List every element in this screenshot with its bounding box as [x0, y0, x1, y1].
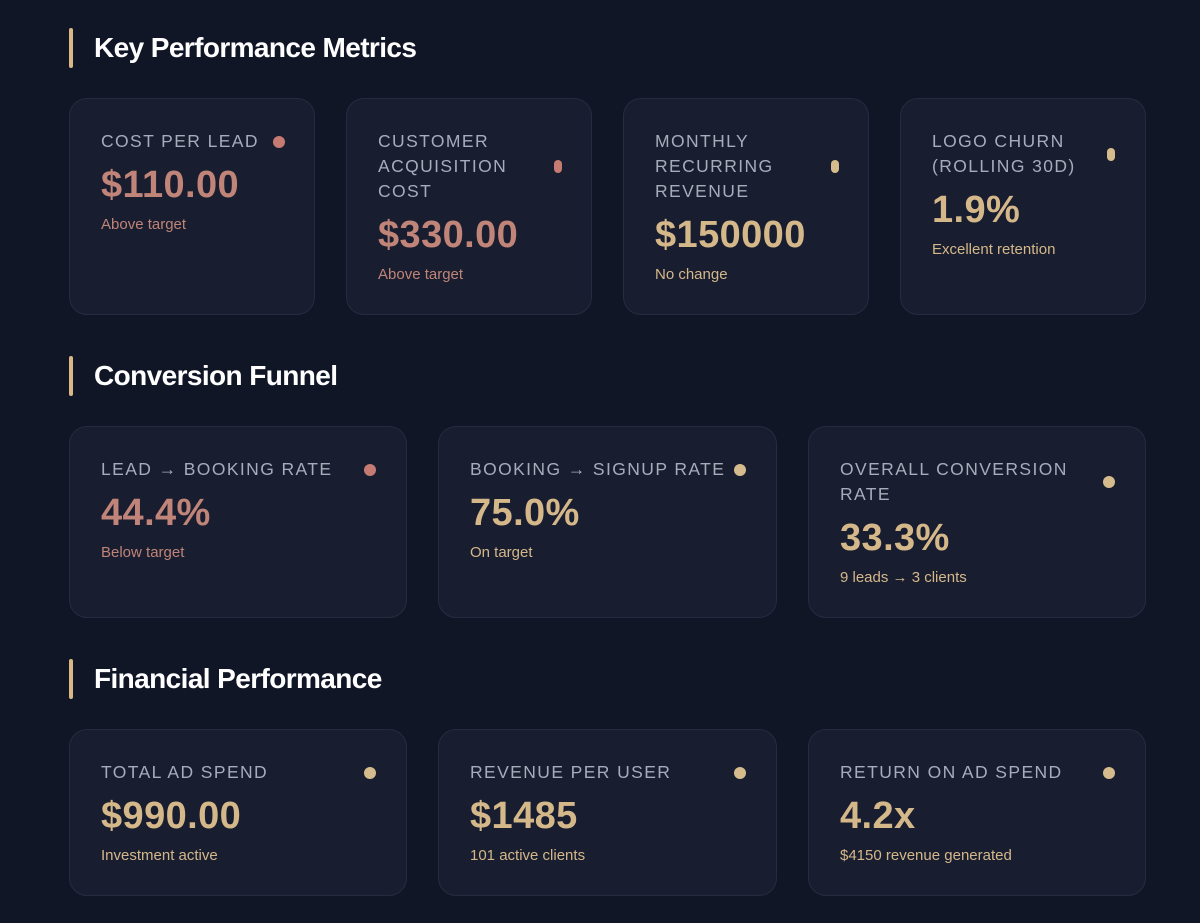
- funnel-card-lead-booking-rate: LEAD → BOOKING RATE 44.4% Below target: [69, 426, 407, 618]
- financial-card-total-ad-spend: TOTAL AD SPEND $990.00 Investment active: [69, 729, 407, 896]
- section-title-funnel: Conversion Funnel: [94, 360, 338, 391]
- metric-value: $110.00: [101, 164, 240, 206]
- status-dot-icon: [1103, 767, 1115, 779]
- section-accent-bar: [69, 28, 73, 68]
- status-dot-icon: [364, 464, 376, 476]
- metric-subtext: 101 active clients: [470, 847, 586, 864]
- section-title-kpi: Key Performance Metrics: [94, 32, 417, 63]
- metric-value: 75.0%: [470, 492, 580, 534]
- metric-subtext: No change: [655, 266, 728, 283]
- kpi-card-logo-churn: LOGO CHURN (ROLLING 30D) 1.9% Excellent …: [900, 98, 1146, 315]
- metric-subtext: $4150 revenue generated: [840, 847, 1012, 864]
- metric-subtext: On target: [470, 544, 533, 561]
- kpi-card-cost-per-lead: COST PER LEAD $110.00 Above target: [69, 98, 315, 315]
- status-dot-icon: [734, 464, 746, 476]
- metric-label: LEAD → BOOKING RATE: [101, 459, 333, 479]
- financial-card-revenue-per-user: REVENUE PER USER $1485 101 active client…: [438, 729, 777, 896]
- metric-label: MONTHLY RECURRING REVENUE: [655, 131, 774, 201]
- section-header-financial: Financial Performance: [69, 659, 382, 699]
- kpi-card-customer-acquisition-cost: CUSTOMER ACQUISITION COST $330.00 Above …: [346, 98, 592, 315]
- metric-subtext: 9 leads → 3 clients: [840, 569, 967, 586]
- metric-label: BOOKING → SIGNUP RATE: [470, 459, 726, 479]
- metric-subtext: Above target: [378, 266, 464, 283]
- metric-value: $1485: [470, 795, 578, 837]
- status-dot-icon: [1103, 476, 1115, 488]
- metric-label: TOTAL AD SPEND: [101, 762, 269, 782]
- metric-value: $150000: [655, 214, 806, 256]
- metric-value: 44.4%: [101, 492, 211, 534]
- section-header-kpi: Key Performance Metrics: [69, 28, 417, 68]
- metric-label: LOGO CHURN (ROLLING 30D): [932, 131, 1076, 176]
- status-dot-icon: [831, 160, 839, 173]
- metric-label: CUSTOMER ACQUISITION COST: [378, 131, 508, 201]
- metric-subtext: Excellent retention: [932, 241, 1056, 258]
- metric-subtext: Investment active: [101, 847, 218, 864]
- metric-subtext: Below target: [101, 544, 185, 561]
- metric-value: 4.2x: [840, 795, 916, 837]
- metric-value: 1.9%: [932, 189, 1021, 231]
- funnel-card-booking-signup-rate: BOOKING → SIGNUP RATE 75.0% On target: [438, 426, 777, 618]
- section-title-financial: Financial Performance: [94, 663, 382, 694]
- metric-label: REVENUE PER USER: [470, 762, 672, 782]
- metric-label: COST PER LEAD: [101, 131, 259, 151]
- kpi-card-monthly-recurring-revenue: MONTHLY RECURRING REVENUE $150000 No cha…: [623, 98, 869, 315]
- metric-value: $990.00: [101, 795, 242, 837]
- metric-label: OVERALL CONVERSION RATE: [840, 459, 1068, 504]
- status-dot-icon: [734, 767, 746, 779]
- section-accent-bar: [69, 356, 73, 396]
- metric-label: RETURN ON AD SPEND: [840, 762, 1063, 782]
- funnel-card-overall-conversion-rate: OVERALL CONVERSION RATE 33.3% 9 leads → …: [808, 426, 1146, 618]
- metric-value: 33.3%: [840, 517, 950, 559]
- status-dot-icon: [1107, 148, 1115, 161]
- financial-card-return-on-ad-spend: RETURN ON AD SPEND 4.2x $4150 revenue ge…: [808, 729, 1146, 896]
- metric-subtext: Above target: [101, 216, 187, 233]
- status-dot-icon: [364, 767, 376, 779]
- section-accent-bar: [69, 659, 73, 699]
- status-dot-icon: [273, 136, 285, 148]
- metric-value: $330.00: [378, 214, 519, 256]
- status-dot-icon: [554, 160, 562, 173]
- section-header-funnel: Conversion Funnel: [69, 356, 338, 396]
